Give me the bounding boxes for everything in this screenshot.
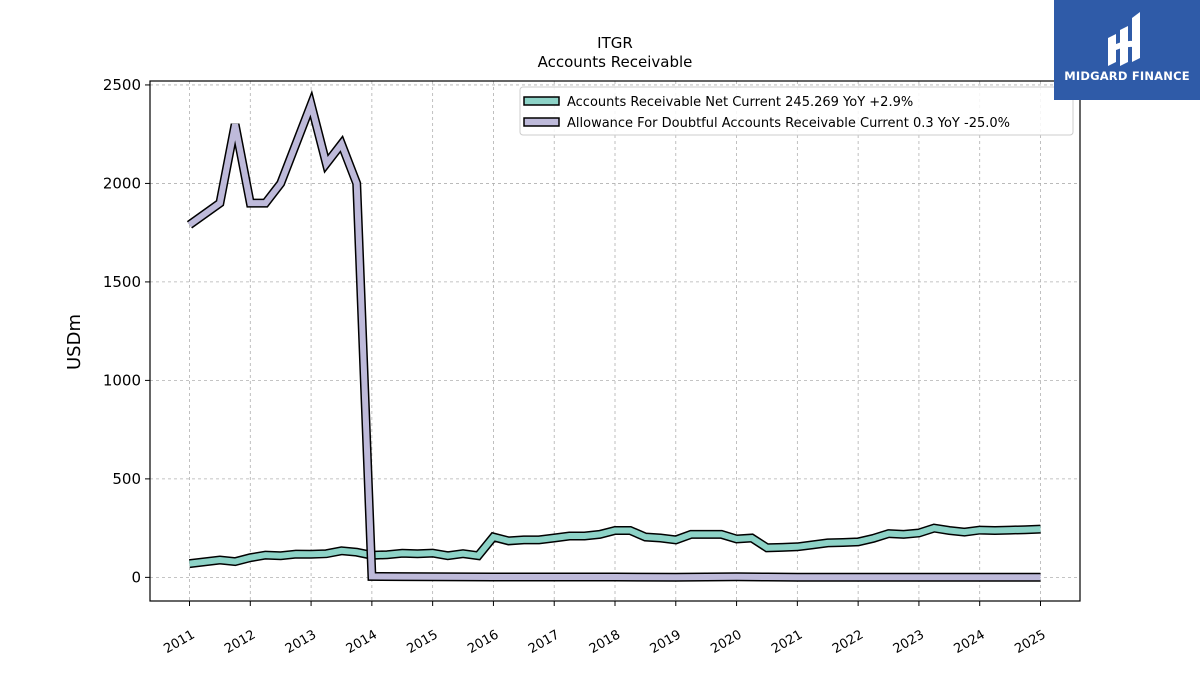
x-tick-label: 2019 (648, 627, 684, 657)
x-tick-label: 2013 (283, 627, 319, 657)
y-tick-label: 0 (131, 568, 141, 586)
x-tick-label: 2022 (830, 627, 866, 657)
y-axis-label: USDm (64, 314, 85, 370)
x-tick-label: 2015 (404, 627, 440, 657)
legend-label: Allowance For Doubtful Accounts Receivab… (567, 116, 1010, 131)
y-tick-label: 2500 (103, 76, 141, 94)
x-tick-label: 2012 (222, 627, 258, 657)
y-tick-label: 1000 (103, 371, 141, 389)
x-tick-label: 2023 (891, 627, 927, 657)
legend-box (519, 86, 1074, 136)
y-tick-label: 1500 (103, 273, 141, 291)
series-lines (186, 89, 1041, 582)
legend-label: Accounts Receivable Net Current 245.269 … (567, 95, 913, 110)
x-tick-label: 2021 (769, 627, 805, 657)
x-tick-label: 2025 (1012, 627, 1048, 657)
x-tick-label: 2014 (344, 627, 380, 657)
x-tick-label: 2016 (465, 627, 501, 657)
brand-name: MIDGARD FINANCE (1064, 69, 1190, 83)
x-tick-label: 2011 (161, 627, 197, 657)
chart-subtitle: Accounts Receivable (538, 53, 693, 71)
x-tick-label: 2024 (952, 627, 988, 657)
x-tick-label: 2018 (587, 627, 623, 657)
legend-swatch (523, 96, 560, 106)
y-axis: 0 500 1000 1500 2000 2500 (103, 76, 150, 586)
grid (150, 81, 1080, 601)
y-tick-label: 500 (112, 470, 141, 488)
legend: Accounts Receivable Net Current 245.269 … (519, 86, 1074, 136)
series-1-line (189, 525, 1041, 567)
chart-title: ITGR (597, 34, 633, 52)
legend-swatch (523, 117, 560, 127)
series-2-line (187, 94, 1041, 581)
x-tick-label: 2017 (526, 627, 562, 657)
x-axis: 2011 2012 2013 2014 2015 2016 2017 2018 2019 2020… (161, 601, 1048, 657)
brand-logo: MIDGARD FINANCE (1054, 0, 1200, 100)
x-tick-label: 2020 (708, 627, 744, 657)
y-tick-label: 2000 (103, 174, 141, 192)
logo-mark-icon (1108, 12, 1140, 66)
